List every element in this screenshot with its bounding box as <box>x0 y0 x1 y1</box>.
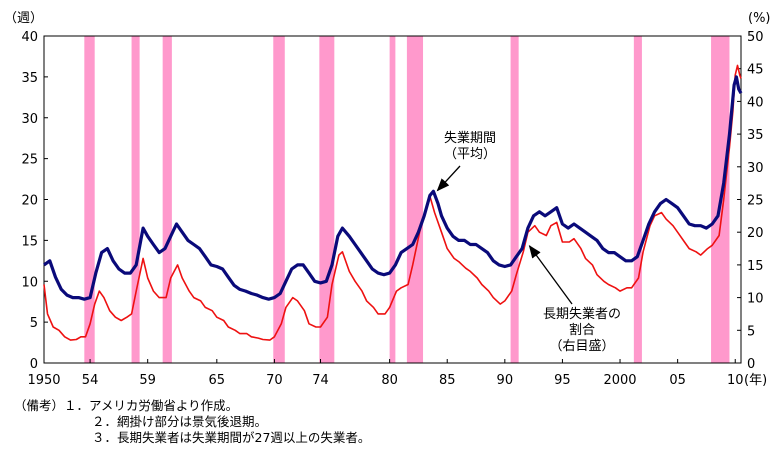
right-tick-label-10: 50 <box>747 30 764 45</box>
right-tick-label-1: 5 <box>747 324 755 339</box>
recession-band-6 <box>406 36 424 363</box>
x-tick-label-12: 10 <box>727 373 744 388</box>
left-tick-label-3: 15 <box>21 234 38 249</box>
annotation-longterm-arrow <box>528 244 573 305</box>
recession-band-3 <box>273 36 285 363</box>
recession-band-8 <box>633 36 642 363</box>
x-tick-label-4: 70 <box>266 373 283 388</box>
left-tick-label-0: 0 <box>30 357 38 372</box>
right-axis-unit: (%) <box>748 11 771 26</box>
x-tick-label-5: 74 <box>312 373 329 388</box>
series-line-1 <box>43 64 742 341</box>
recession-band-0 <box>84 36 95 363</box>
left-tick-label-6: 30 <box>21 112 38 127</box>
right-tick-label-5: 25 <box>747 194 764 209</box>
left-tick-label-1: 5 <box>30 316 38 331</box>
x-tick-label-0: 1950 <box>27 373 60 388</box>
note-3: ３．長期失業者は失業期間が27週以上の失業者。 <box>92 430 371 445</box>
right-tick-label-9: 45 <box>747 63 764 78</box>
left-tick-label-4: 20 <box>21 194 38 209</box>
right-tick-label-2: 10 <box>747 292 764 307</box>
right-tick-label-0: 0 <box>747 357 755 372</box>
recession-band-2 <box>162 36 172 363</box>
x-tick-label-11: 05 <box>669 373 686 388</box>
x-tick-label-2: 59 <box>139 373 156 388</box>
annotation-longterm-line-1: 長期失業者の <box>543 306 621 322</box>
right-tick-label-6: 30 <box>747 161 764 176</box>
right-tick-label-7: 35 <box>747 128 764 143</box>
annotation-duration-arrow <box>436 165 461 192</box>
left-tick-label-5: 25 <box>21 153 38 168</box>
annotation-longterm-line-2: 割合 <box>569 322 595 338</box>
x-tick-label-7: 85 <box>439 373 456 388</box>
x-tick-label-10: 2000 <box>603 373 636 388</box>
recession-band-4 <box>319 36 335 363</box>
series-line-0 <box>43 75 743 301</box>
x-tick-label-8: 90 <box>497 373 514 388</box>
x-tick-label-6: 80 <box>381 373 398 388</box>
x-tick-label-3: 65 <box>209 373 226 388</box>
recession-band-5 <box>389 36 396 363</box>
left-axis-unit: （週） <box>4 11 43 26</box>
annotation-duration-line-2: （平均） <box>444 147 496 162</box>
x-tick-label-1: 54 <box>82 373 99 388</box>
left-tick-label-7: 35 <box>21 71 38 86</box>
left-tick-label-8: 40 <box>21 30 38 45</box>
right-tick-label-4: 20 <box>747 226 764 241</box>
x-axis-unit: (年) <box>744 373 767 388</box>
recession-band-1 <box>131 36 140 363</box>
chart: 0510152025303540051015202530354045501950… <box>4 11 771 388</box>
left-tick-label-2: 10 <box>21 275 38 290</box>
recession-band-7 <box>510 36 519 363</box>
right-tick-label-8: 40 <box>747 95 764 110</box>
note-1: （備考）１．アメリカ労働省より作成。 <box>14 398 239 413</box>
annotation-longterm-line-3: （右目盛） <box>549 339 614 354</box>
right-tick-label-3: 15 <box>747 259 764 274</box>
x-tick-label-9: 95 <box>554 373 571 388</box>
annotation-duration-line-1: 失業期間 <box>444 130 496 146</box>
note-2: ２．網掛け部分は景気後退期。 <box>92 414 268 429</box>
